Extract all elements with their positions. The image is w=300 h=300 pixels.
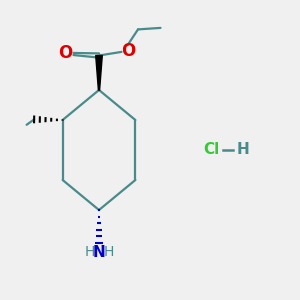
Text: O: O (58, 44, 73, 62)
Text: N: N (93, 245, 105, 260)
Text: O: O (121, 42, 135, 60)
Text: Cl: Cl (203, 142, 220, 158)
Text: H: H (84, 245, 94, 259)
Text: H: H (104, 245, 114, 259)
Polygon shape (96, 56, 102, 90)
Text: H: H (237, 142, 249, 158)
